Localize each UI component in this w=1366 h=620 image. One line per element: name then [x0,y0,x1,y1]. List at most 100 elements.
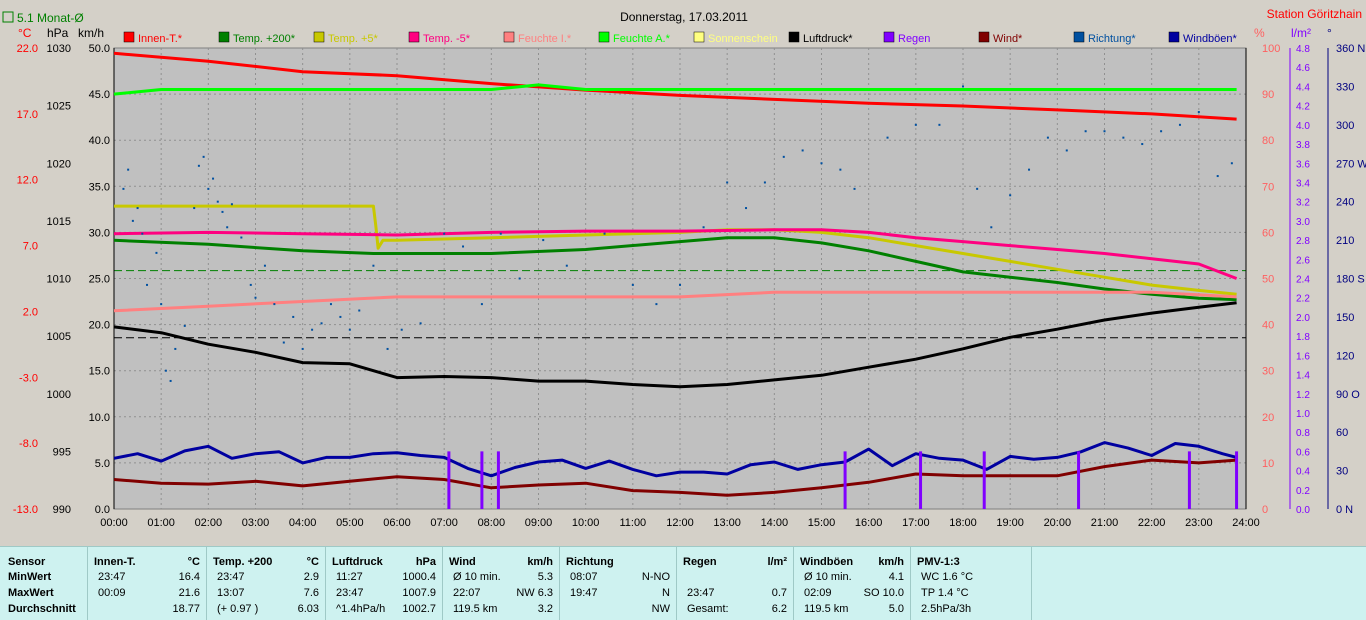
stats-cell-time: ^1.4hPa/h [336,603,386,615]
tick-label-time: 19:00 [996,517,1024,529]
direction-point [1160,130,1163,133]
stats-col-richtung: Richtung 08:07 N-NO 19:47 N NW [560,547,677,620]
tick-label-hpa: 1030 [47,43,71,55]
direction-point [372,264,375,267]
direction-point [1046,136,1049,139]
direction-point [679,283,681,286]
tick-label-hpa: 1000 [47,389,71,401]
tick-label-percent: 90 [1262,89,1274,101]
tick-label-lm2: 4.2 [1296,102,1310,113]
direction-point [1028,168,1031,171]
tick-label-time: 23:00 [1185,517,1213,529]
stats-cell-time: 23:47 [687,587,715,599]
stats-row-label-min: MinWert [8,571,52,583]
stats-cell-time: 2.5hPa/3h [921,603,972,615]
legend-label: Wind* [993,33,1023,45]
legend-label: Windböen* [1183,33,1238,45]
legend-swatch [123,31,135,43]
direction-point [603,232,606,235]
stats-col-title: PMV-1:3 [917,556,960,568]
tick-label-kmh: 10.0 [89,412,110,424]
legend: Innen-T.* Temp. +200* Temp. +5* Temp. -5* Fe… [123,31,1238,45]
tick-label-kmh: 50.0 [89,43,110,55]
stats-cell-row: 2.5hPa/3h [911,602,1031,616]
tick-label-temp: 12.0 [17,175,38,187]
tick-label-kmh: 0.0 [95,504,110,516]
stats-cell-row: 23:47 16.4 [88,570,206,584]
direction-point [160,303,163,306]
stats-cell-value: 5.3 [537,571,553,583]
stats-col-title: Temp. +200 [213,556,273,568]
left-axes: 22.0 17.0 12.0 7.0 2.0 -3.0 -8.0 -13.0 1030 1025 1… [13,43,115,516]
tick-label-time: 20:00 [1044,517,1072,529]
tick-label-temp: 17.0 [17,109,38,121]
direction-point [339,315,342,318]
direction-point [990,226,993,229]
stats-col-windb-en: Windböen km/h Ø 10 min. 4.1 02:09 SO 10.0 119.… [794,547,911,620]
series-line-windb-en [113,441,1237,478]
direction-point [801,149,804,152]
tick-label-kmh: 35.0 [89,181,110,193]
stats-cell-row: 119.5 km 3.2 [443,602,559,616]
direction-point [212,177,215,180]
stats-cell-value: 6.2 [771,603,787,615]
stats-cell-time: Ø 10 min. [804,571,852,583]
tick-label-direction: 90 O [1336,389,1360,401]
unit-percent: % [1254,26,1265,40]
stats-cell-value: 3.2 [537,603,553,615]
legend-swatch [978,31,990,43]
direction-point [763,181,766,184]
tick-label-lm2: 2.6 [1296,255,1310,266]
tick-label-direction: 60 [1336,427,1348,439]
direction-point [127,168,130,171]
series-line-feuchte-a [113,83,1237,96]
direction-point [155,251,158,254]
legend-label: Temp. +5* [328,33,379,45]
stats-cell-row: 23:47 0.7 [677,586,793,600]
direction-point [254,296,257,299]
tick-label-lm2: 4.4 [1296,82,1310,93]
series-layer [113,51,1239,509]
stats-cell-row: 11:27 1000.4 [326,570,442,584]
stats-cell-time: 22:07 [453,587,481,599]
tick-label-direction: 30 [1336,466,1348,478]
stats-cell-row: Gesamt: 6.2 [677,602,793,616]
tick-label-hpa: 1025 [47,101,71,113]
direction-point [226,226,229,229]
tick-label-kmh: 15.0 [89,366,110,378]
unit-degree: ° [1327,26,1332,40]
tick-label-hpa: 1015 [47,216,71,228]
direction-point [386,347,389,350]
tick-label-hpa: 1020 [47,158,71,170]
direction-point [1009,194,1012,197]
tick-label-lm2: 2.8 [1296,236,1310,247]
tick-label-lm2: 4.8 [1296,44,1310,55]
stats-cell-row [677,570,793,584]
direction-point [320,322,323,325]
direction-point [164,369,167,372]
tick-label-lm2: 1.2 [1296,390,1310,401]
tick-label-lm2: 4.6 [1296,63,1310,74]
stats-cell-row: 02:09 SO 10.0 [794,586,910,600]
tick-label-time: 24:00 [1232,517,1260,529]
direction-point [136,207,139,210]
direction-point [1103,130,1106,133]
series-line-feuchte-i [113,290,1237,313]
stats-col-title: Innen-T. [94,556,136,568]
tick-label-kmh: 20.0 [89,320,110,332]
stats-cell-row: 23:47 1007.9 [326,586,442,600]
tick-label-direction: 360 N [1336,43,1365,55]
right-axes: 10090807060504030201004.84.64.44.24.03.8… [1245,43,1366,516]
direction-point [131,219,134,222]
tick-label-hpa: 1010 [47,274,71,286]
stats-row-label-max: MaxWert [8,587,54,599]
direction-point [282,341,285,344]
legend-swatch [883,31,895,43]
stats-cell-row: Ø 10 min. 4.1 [794,570,910,584]
stats-col-header: Windböen km/h [794,555,910,569]
tick-label-lm2: 1.0 [1296,409,1310,420]
stats-col-unit: °C [306,556,319,568]
tick-label-lm2: 3.2 [1296,198,1310,209]
direction-point [443,232,446,235]
direction-point [183,324,186,327]
